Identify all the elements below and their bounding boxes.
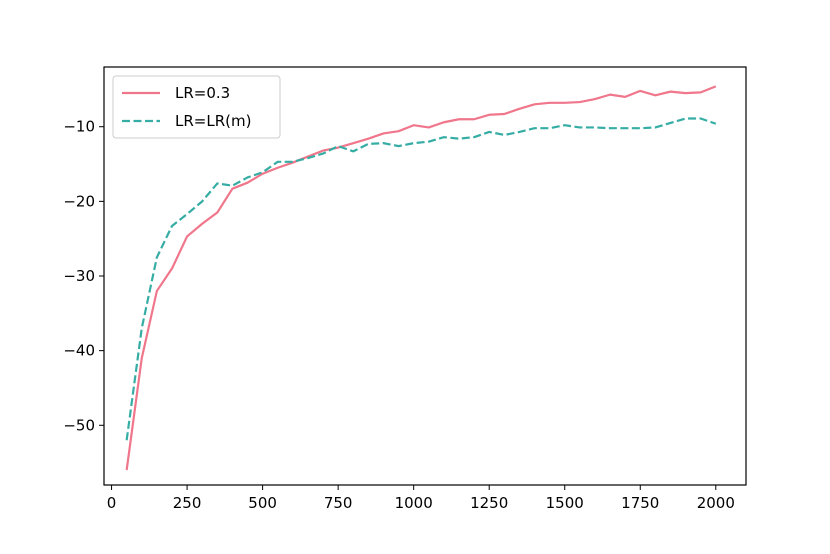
x-axis: 0 250 500 750 1000 1250 1500 1750 2000 bbox=[107, 485, 735, 512]
series-line-2 bbox=[125, 117, 717, 441]
x-tick-label: 2000 bbox=[697, 494, 735, 512]
x-tick-label: 1000 bbox=[395, 494, 433, 512]
legend-box bbox=[112, 75, 281, 139]
x-tick-label: 500 bbox=[248, 494, 277, 512]
x-tick-label: 1250 bbox=[470, 494, 508, 512]
y-tick-label: −10 bbox=[63, 118, 95, 136]
x-tick-label: 750 bbox=[324, 494, 353, 512]
y-tick-label: −40 bbox=[63, 342, 95, 360]
x-tick-label: 250 bbox=[173, 494, 202, 512]
x-tick-label: 0 bbox=[107, 494, 117, 512]
legend: LR=0.3 LR=LR(m) bbox=[112, 75, 281, 139]
series-line-1 bbox=[125, 85, 717, 471]
x-tick-label: 1500 bbox=[546, 494, 584, 512]
y-tick-label: −50 bbox=[63, 416, 95, 434]
y-axis: −50 −40 −30 −20 −10 bbox=[63, 118, 104, 434]
legend-label-1: LR=0.3 bbox=[175, 84, 230, 102]
legend-label-2: LR=LR(m) bbox=[175, 112, 251, 130]
y-tick-label: −30 bbox=[63, 267, 95, 285]
x-tick-label: 1750 bbox=[621, 494, 659, 512]
series-layer bbox=[125, 85, 717, 471]
y-tick-label: −20 bbox=[63, 192, 95, 210]
